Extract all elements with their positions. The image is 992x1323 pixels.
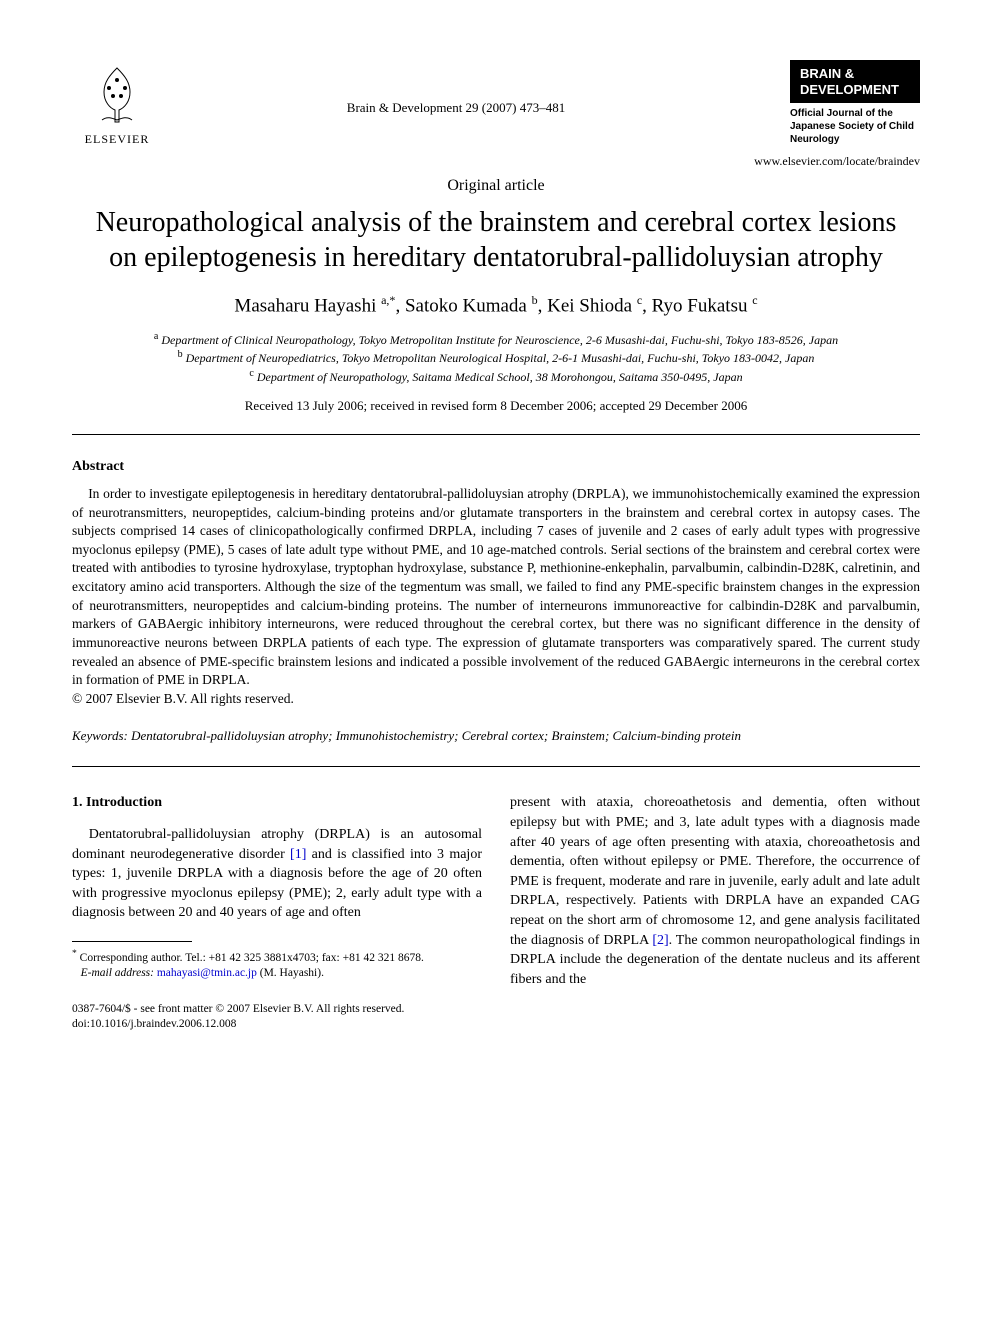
journal-badge-line2: DEVELOPMENT (800, 82, 899, 97)
column-right: present with ataxia, choreoathetosis and… (510, 793, 920, 1031)
section-heading-introduction: 1. Introduction (72, 793, 482, 813)
abstract-body: In order to investigate epileptogenesis … (72, 485, 920, 690)
intro-paragraph-right: present with ataxia, choreoathetosis and… (510, 793, 920, 989)
body-columns: 1. Introduction Dentatorubral-pallidoluy… (72, 793, 920, 1031)
front-matter-line: 0387-7604/$ - see front matter © 2007 El… (72, 1002, 482, 1032)
footnote-separator (72, 941, 192, 942)
email-line: E-mail address: mahayasi@tmin.ac.jp (M. … (72, 966, 482, 982)
header: ELSEVIER Brain & Development 29 (2007) 4… (72, 60, 920, 169)
divider-bottom (72, 766, 920, 767)
article-dates: Received 13 July 2006; received in revis… (72, 398, 920, 414)
column-left: 1. Introduction Dentatorubral-pallidoluy… (72, 793, 482, 1031)
journal-url[interactable]: www.elsevier.com/locate/braindev (754, 154, 920, 169)
abstract-copyright: © 2007 Elsevier B.V. All rights reserved… (72, 690, 920, 709)
author-email[interactable]: mahayasi@tmin.ac.jp (157, 967, 257, 979)
reference-link-2[interactable]: [2] (652, 933, 668, 948)
affiliation-b: Department of Neuropediatrics, Tokyo Met… (186, 351, 815, 365)
abstract-heading: Abstract (72, 459, 920, 475)
publisher-logo: ELSEVIER (72, 60, 162, 147)
doi: doi:10.1016/j.braindev.2006.12.008 (72, 1017, 482, 1032)
affiliation-a: Department of Clinical Neuropathology, T… (161, 333, 838, 347)
email-author-name: (M. Hayashi). (260, 967, 324, 979)
journal-badge: BRAIN & DEVELOPMENT (790, 60, 920, 103)
email-label: E-mail address: (81, 967, 154, 979)
affiliations: a Department of Clinical Neuropathology,… (72, 330, 920, 386)
intro-text-col2-pre: present with ataxia, choreoathetosis and… (510, 795, 920, 947)
keywords-label: Keywords: (72, 728, 128, 743)
journal-reference: Brain & Development 29 (2007) 473–481 (162, 60, 750, 116)
footnotes: * Corresponding author. Tel.: +81 42 325… (72, 948, 482, 982)
corresponding-author-note: * Corresponding author. Tel.: +81 42 325… (72, 948, 482, 966)
divider-top (72, 434, 920, 435)
article-title: Neuropathological analysis of the brains… (92, 205, 900, 275)
keywords: Keywords: Dentatorubral-pallidoluysian a… (72, 728, 920, 744)
journal-badge-line1: BRAIN & (800, 66, 854, 81)
authors: Masaharu Hayashi a,*, Satoko Kumada b, K… (72, 293, 920, 317)
intro-paragraph-left: Dentatorubral-pallidoluysian atrophy (DR… (72, 825, 482, 923)
issn-copyright: 0387-7604/$ - see front matter © 2007 El… (72, 1002, 482, 1017)
journal-branding: BRAIN & DEVELOPMENT Official Journal of … (750, 60, 920, 169)
affiliation-c: Department of Neuropathology, Saitama Me… (257, 370, 743, 384)
journal-subtitle: Official Journal of the Japanese Society… (790, 107, 920, 146)
publisher-name: ELSEVIER (85, 132, 150, 147)
keywords-text: Dentatorubral-pallidoluysian atrophy; Im… (131, 728, 741, 743)
elsevier-tree-icon (82, 60, 152, 130)
reference-link-1[interactable]: [1] (290, 847, 306, 862)
article-type: Original article (72, 177, 920, 195)
abstract-section: Abstract In order to investigate epilept… (72, 459, 920, 709)
